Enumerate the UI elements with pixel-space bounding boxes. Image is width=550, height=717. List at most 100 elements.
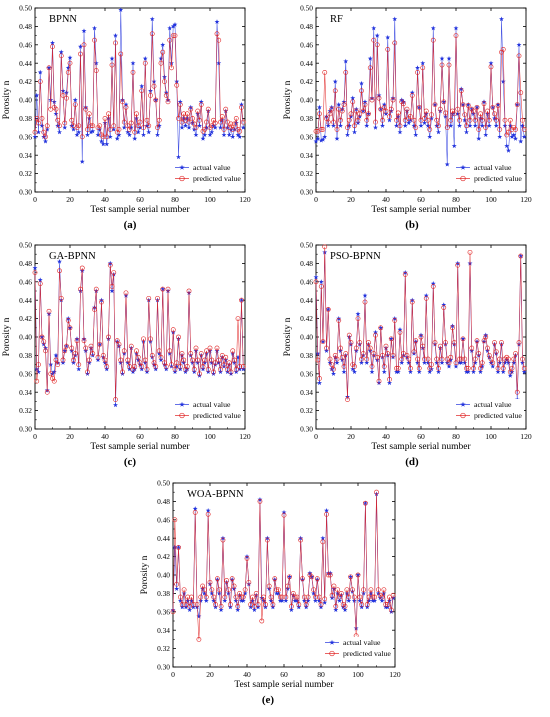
data-point-predicted (339, 108, 345, 114)
data-point-predicted (176, 545, 181, 550)
data-point-predicted (220, 537, 226, 543)
data-point-predicted (92, 37, 97, 43)
data-point-predicted (322, 244, 328, 250)
data-point-actual (156, 350, 162, 356)
data-point-predicted (446, 62, 452, 68)
data-point-actual (160, 42, 166, 47)
data-point-predicted (422, 356, 427, 362)
data-point-predicted (274, 587, 279, 593)
data-point-actual (240, 598, 246, 603)
data-point-predicted (253, 591, 259, 596)
data-point-actual (334, 136, 340, 141)
data-point-predicted (351, 594, 357, 600)
data-point-predicted (317, 111, 322, 117)
data-point-predicted (418, 334, 424, 340)
data-point-predicted (81, 42, 87, 48)
panel-title: GA-BPNN (49, 251, 96, 262)
data-point-predicted (212, 120, 218, 126)
data-point-predicted (130, 70, 136, 75)
data-point-actual (43, 138, 48, 144)
data-point-actual (196, 613, 202, 619)
data-point-actual (288, 607, 294, 613)
data-point-predicted (509, 365, 515, 371)
data-point-predicted (196, 637, 202, 642)
data-point-predicted (322, 70, 328, 75)
data-point-actual (502, 360, 508, 365)
data-point-predicted (490, 104, 496, 110)
data-point-actual (226, 132, 232, 138)
data-point-actual (316, 598, 322, 603)
data-point-predicted (371, 37, 377, 43)
data-point-actual (263, 604, 268, 610)
data-point-actual (305, 598, 311, 603)
data-point-predicted (169, 65, 174, 71)
data-point-predicted (506, 129, 511, 135)
data-point-predicted (317, 375, 322, 381)
x-tick-label: 80 (452, 432, 460, 441)
data-point-predicted (99, 299, 104, 305)
data-point-predicted (486, 117, 492, 123)
data-point-actual (218, 607, 224, 613)
data-point-actual (128, 125, 134, 130)
data-point-predicted (106, 334, 111, 340)
data-point-actual (202, 132, 208, 138)
data-point-predicted (455, 106, 461, 112)
x-axis-label: Test sample serial number (371, 442, 471, 452)
data-point-predicted (369, 364, 375, 369)
data-point-predicted (46, 65, 52, 71)
data-point-predicted (141, 125, 146, 130)
data-point-actual (430, 25, 436, 31)
data-point-predicted (132, 129, 138, 135)
data-point-actual (312, 598, 318, 603)
x-tick-label: 120 (239, 432, 251, 441)
data-point-actual (348, 113, 354, 119)
data-point-actual (181, 115, 187, 121)
data-point-actual (486, 354, 492, 360)
data-point-actual (86, 360, 92, 365)
data-point-predicted (359, 602, 365, 607)
data-point-actual (79, 159, 85, 164)
y-tick-label: 0.34 (19, 151, 32, 160)
data-point-actual (239, 102, 244, 107)
data-point-actual (192, 506, 198, 511)
data-point-predicted (369, 97, 375, 103)
data-point-actual (453, 25, 459, 31)
data-point-predicted (388, 106, 394, 112)
data-point-actual (413, 132, 419, 138)
data-point-predicted (64, 95, 69, 101)
data-point-predicted (97, 123, 103, 129)
data-point-actual (160, 286, 166, 292)
series-line-actual (315, 252, 525, 400)
legend-label: predicted value (474, 411, 522, 420)
data-point-predicted (153, 97, 159, 103)
data-point-predicted (233, 366, 239, 372)
data-point-predicted (325, 119, 331, 125)
data-point-predicted (362, 102, 368, 107)
data-point-actual (274, 590, 280, 596)
y-tick-label: 0.48 (19, 259, 32, 268)
data-point-predicted (469, 345, 475, 351)
data-point-predicted (372, 594, 378, 600)
data-point-actual (204, 125, 209, 130)
y-tick-label: 0.50 (300, 4, 313, 13)
data-point-actual (415, 65, 420, 70)
data-point-predicted (170, 33, 176, 38)
y-tick-label: 0.46 (19, 277, 32, 286)
data-point-actual (341, 369, 347, 375)
data-point-predicted (313, 128, 319, 134)
data-point-actual (76, 129, 82, 135)
data-point-predicted (153, 364, 159, 369)
data-point-actual (211, 371, 216, 376)
data-point-actual (317, 104, 322, 110)
data-point-predicted (520, 117, 525, 123)
data-point-actual (346, 598, 352, 603)
data-point-predicted (388, 607, 394, 613)
data-point-actual (493, 123, 499, 128)
data-point-actual (226, 362, 232, 367)
y-tick-label: 0.32 (19, 406, 32, 415)
data-point-predicted (167, 37, 173, 43)
x-tick-label: 60 (136, 195, 144, 204)
data-point-actual (240, 366, 246, 372)
data-point-predicted (324, 511, 329, 517)
data-point-actual (53, 352, 59, 358)
